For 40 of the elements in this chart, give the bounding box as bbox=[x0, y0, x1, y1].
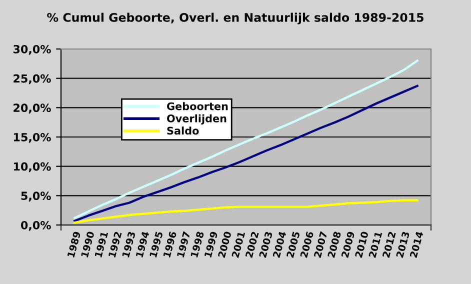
legend-label: Overlijden bbox=[167, 114, 226, 124]
y-tick-label: 5,0% bbox=[21, 192, 51, 202]
x-tick-label: 2010 bbox=[354, 231, 369, 258]
legend-label: Saldo bbox=[167, 126, 199, 135]
x-tick-label: 2004 bbox=[272, 231, 286, 258]
y-tick-label: 30,0% bbox=[13, 44, 51, 55]
x-tick-label: 2006 bbox=[300, 231, 314, 258]
x-tick-label: 1993 bbox=[122, 231, 136, 258]
x-tick-label: 1997 bbox=[176, 231, 190, 258]
x-tick-label: 1990 bbox=[80, 231, 95, 258]
line-series bbox=[74, 60, 418, 220]
line-series bbox=[74, 199, 418, 224]
x-tick-label: 2008 bbox=[327, 231, 342, 258]
y-tick-label: 10,0% bbox=[14, 162, 51, 172]
x-tick-label: 2000 bbox=[218, 231, 232, 258]
y-tick-label: 25,0% bbox=[14, 74, 51, 84]
x-tick-label: 1989 bbox=[67, 231, 81, 258]
x-tick-label: 1996 bbox=[163, 231, 177, 258]
x-tick-label: 2007 bbox=[314, 231, 328, 258]
x-tick-label: 2002 bbox=[245, 231, 259, 258]
x-tick-label: 2013 bbox=[396, 231, 410, 258]
y-tick-label: 15,0% bbox=[14, 132, 51, 143]
x-tick-label: 2011 bbox=[368, 231, 382, 258]
x-tick-label: 2012 bbox=[382, 231, 396, 258]
line-series bbox=[74, 84, 418, 222]
x-tick-label: 1991 bbox=[94, 231, 108, 258]
legend-label: Geboorten bbox=[167, 102, 228, 110]
x-tick-label: 1992 bbox=[108, 231, 122, 258]
x-tick-label: 2009 bbox=[341, 231, 355, 258]
x-tick-label: 1994 bbox=[136, 231, 150, 258]
x-tick-label: 1995 bbox=[149, 231, 163, 258]
chart-title: % Cumul Geboorte, Overl. en Natuurlijk saldo 1989-2015 bbox=[47, 12, 424, 24]
x-tick-label: 1999 bbox=[204, 231, 218, 258]
x-tick-label: 2001 bbox=[231, 231, 246, 258]
x-tick-label: 2005 bbox=[286, 231, 300, 258]
y-tick-label: 0,0% bbox=[20, 220, 51, 231]
x-tick-label: 1998 bbox=[190, 231, 204, 258]
x-tick-label: 2014 bbox=[410, 231, 424, 258]
x-tick-label: 2003 bbox=[258, 231, 273, 258]
y-tick-label: 20,0% bbox=[14, 104, 51, 114]
